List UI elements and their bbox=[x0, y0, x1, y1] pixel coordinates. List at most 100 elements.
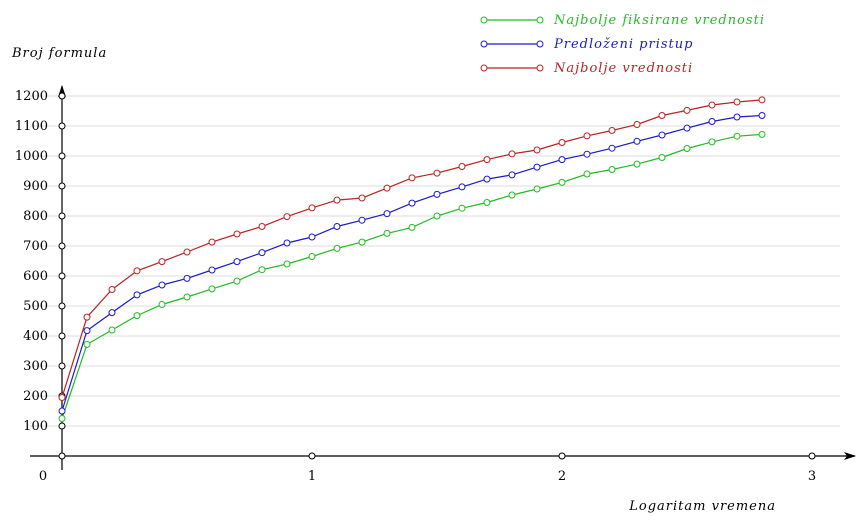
data-point bbox=[358, 216, 366, 224]
series-line-1 bbox=[61, 114, 763, 412]
data-point bbox=[658, 154, 666, 161]
data-point bbox=[383, 229, 391, 237]
data-point bbox=[458, 163, 466, 170]
data-point bbox=[158, 301, 166, 308]
series-2 bbox=[58, 96, 766, 401]
data-point bbox=[483, 156, 491, 164]
y-tick-label-700: 700 bbox=[23, 239, 48, 254]
series-lines bbox=[58, 96, 766, 422]
data-point bbox=[733, 113, 741, 121]
x-tick-label-3: 3 bbox=[808, 469, 816, 484]
legend-marker-start-2 bbox=[480, 64, 488, 72]
data-point bbox=[633, 137, 641, 145]
series-0 bbox=[58, 130, 766, 422]
y-tick-label-400: 400 bbox=[23, 329, 48, 344]
legend-marker-start-0 bbox=[480, 16, 488, 24]
x-axis-title: Logaritam vremena bbox=[628, 499, 776, 514]
y-tick-label-100: 100 bbox=[23, 419, 48, 434]
origin-mark bbox=[58, 452, 66, 460]
y-tick-mark-1200 bbox=[58, 92, 66, 100]
data-point bbox=[683, 106, 691, 114]
data-point bbox=[608, 144, 616, 152]
data-point bbox=[533, 185, 541, 193]
y-tick-mark-1100 bbox=[58, 122, 66, 130]
y-tick-mark-800 bbox=[58, 212, 66, 220]
data-point bbox=[233, 258, 241, 266]
data-point bbox=[683, 145, 691, 152]
data-point bbox=[333, 244, 341, 252]
data-point bbox=[558, 178, 566, 186]
legend-item-1: Predloženi pristup bbox=[480, 37, 693, 52]
data-point bbox=[433, 169, 441, 177]
data-point bbox=[583, 150, 591, 158]
y-tick-mark-600 bbox=[58, 272, 66, 280]
data-point bbox=[458, 183, 466, 191]
data-point bbox=[208, 285, 216, 293]
data-point bbox=[508, 191, 516, 199]
data-point bbox=[433, 190, 441, 198]
data-point bbox=[108, 326, 116, 334]
data-point bbox=[283, 239, 291, 247]
data-point bbox=[258, 223, 266, 230]
data-point bbox=[358, 238, 366, 246]
y-axis-title: Broj formula bbox=[11, 46, 107, 61]
data-point bbox=[558, 156, 566, 164]
data-point bbox=[183, 293, 191, 301]
data-point bbox=[308, 204, 316, 212]
data-point bbox=[758, 130, 766, 138]
data-point bbox=[408, 223, 416, 231]
data-point bbox=[183, 274, 191, 282]
y-tick-mark-500 bbox=[58, 302, 66, 310]
x-tick-label-2: 2 bbox=[558, 469, 566, 484]
data-point bbox=[58, 407, 66, 415]
data-point bbox=[608, 166, 616, 173]
data-point bbox=[283, 213, 291, 221]
data-point bbox=[683, 124, 691, 132]
x-tick-mark-2 bbox=[558, 452, 566, 460]
data-point bbox=[108, 309, 116, 317]
data-point bbox=[183, 248, 191, 256]
data-point bbox=[508, 150, 516, 158]
data-point bbox=[433, 212, 441, 220]
gridlines bbox=[30, 95, 840, 427]
data-point bbox=[633, 121, 641, 128]
data-point bbox=[383, 210, 391, 218]
data-point bbox=[233, 277, 241, 285]
y-tick-label-1100: 1100 bbox=[15, 119, 48, 134]
legend-marker-start-1 bbox=[480, 40, 488, 48]
y-tick-mark-1000 bbox=[58, 152, 66, 160]
tick-labels: 100 200 300 400 500 600 700 800 900 1000 1100 1200 0… bbox=[15, 89, 816, 484]
data-point bbox=[758, 96, 766, 104]
axes bbox=[30, 85, 856, 470]
y-tick-label-300: 300 bbox=[23, 359, 48, 374]
data-point bbox=[133, 291, 141, 299]
data-point bbox=[708, 118, 716, 125]
y-tick-mark-700 bbox=[58, 242, 66, 250]
data-point bbox=[308, 233, 316, 241]
x-tick-label-0: 0 bbox=[39, 469, 47, 484]
data-point bbox=[508, 171, 516, 179]
legend-marker-end-1 bbox=[536, 40, 544, 48]
y-tick-label-900: 900 bbox=[23, 179, 48, 194]
series-1 bbox=[58, 112, 766, 415]
data-point bbox=[158, 258, 166, 266]
x-tick-mark-1 bbox=[308, 452, 316, 460]
data-point bbox=[58, 394, 66, 401]
y-tick-label-600: 600 bbox=[23, 269, 48, 284]
data-point bbox=[83, 327, 91, 335]
data-point bbox=[458, 204, 466, 212]
y-tick-mark-100 bbox=[58, 422, 66, 430]
data-point bbox=[158, 281, 166, 289]
data-point bbox=[83, 313, 91, 321]
data-point bbox=[708, 138, 716, 146]
data-point bbox=[258, 266, 266, 274]
data-point bbox=[333, 196, 341, 204]
legend-label-1: Predloženi pristup bbox=[553, 37, 693, 52]
y-tick-label-500: 500 bbox=[23, 299, 48, 314]
legend-label-0: Najbolje fiksirane vrednosti bbox=[553, 13, 765, 28]
legend-marker-end-2 bbox=[536, 64, 544, 72]
data-point bbox=[733, 98, 741, 106]
data-point bbox=[408, 174, 416, 182]
data-point bbox=[583, 132, 591, 140]
y-tick-label-800: 800 bbox=[23, 209, 48, 224]
